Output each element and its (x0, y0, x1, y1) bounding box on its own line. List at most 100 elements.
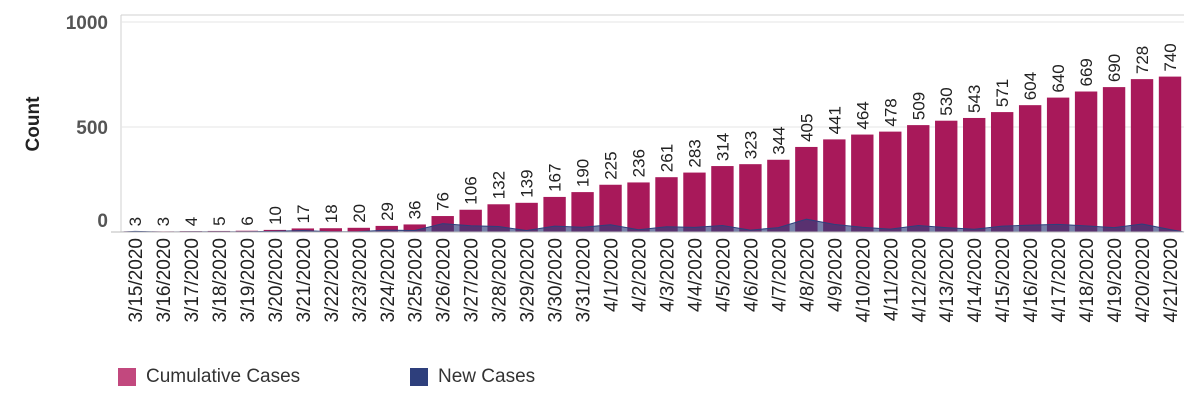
x-tick-label: 3/26/2020 (434, 238, 455, 323)
legend-label-cumulative: Cumulative Cases (146, 366, 301, 387)
data-label-cumulative: 690 (1105, 54, 1124, 82)
data-label-cumulative: 225 (602, 151, 621, 179)
x-tick-label: 4/17/2020 (1049, 238, 1070, 323)
data-label-cumulative: 3 (154, 217, 173, 226)
bar-cumulative-cases (543, 196, 566, 232)
x-tick-label: 4/4/2020 (686, 238, 707, 312)
bar-cumulative-cases (711, 166, 734, 232)
data-label-cumulative: 314 (713, 133, 732, 161)
data-label-cumulative: 464 (853, 101, 872, 129)
bar-cumulative-cases (1046, 97, 1070, 232)
x-tick-label: 4/15/2020 (993, 238, 1014, 323)
data-label-cumulative: 543 (965, 85, 984, 113)
x-tick-label: 3/17/2020 (182, 238, 203, 323)
bar-cumulative-cases (907, 125, 930, 232)
data-label-cumulative: 740 (1161, 43, 1180, 71)
x-tick-label: 3/22/2020 (322, 238, 343, 323)
bar-cumulative-cases (935, 120, 958, 232)
data-label-cumulative: 441 (825, 106, 844, 134)
data-label-cumulative: 139 (518, 169, 537, 197)
x-tick-label: 3/27/2020 (462, 238, 483, 323)
legend-new-cases[interactable]: New Cases (410, 366, 535, 388)
x-tick-label: 4/5/2020 (713, 238, 734, 312)
x-tick-label: 4/1/2020 (602, 238, 623, 312)
y-tick-label: 1000 (66, 13, 108, 34)
data-label-cumulative: 6 (238, 216, 257, 225)
x-tick-label: 4/10/2020 (853, 238, 874, 323)
bar-cumulative-cases (963, 117, 986, 232)
x-tick-label: 3/20/2020 (266, 238, 287, 323)
x-tick-label: 4/3/2020 (658, 238, 679, 312)
x-tick-label: 3/30/2020 (546, 238, 567, 323)
x-tick-label: 4/14/2020 (965, 238, 986, 323)
data-label-cumulative: 669 (1077, 58, 1096, 86)
legend-cumulative-cases[interactable]: Cumulative Cases (118, 366, 300, 388)
x-tick-label: 4/21/2020 (1161, 238, 1182, 323)
data-label-cumulative: 405 (797, 114, 816, 142)
x-tick-label: 3/25/2020 (406, 238, 427, 323)
bar-cumulative-cases (599, 184, 622, 232)
x-tick-label: 4/20/2020 (1133, 238, 1154, 323)
x-tick-label: 4/13/2020 (937, 238, 958, 323)
legend-swatch-cumulative (118, 368, 136, 386)
x-tick-label: 3/31/2020 (574, 238, 595, 323)
data-label-cumulative: 167 (546, 164, 565, 192)
data-label-cumulative: 478 (881, 98, 900, 126)
data-label-cumulative: 17 (294, 204, 313, 223)
data-label-cumulative: 5 (210, 216, 229, 225)
data-label-cumulative: 261 (658, 144, 677, 172)
x-tick-label: 4/8/2020 (797, 238, 818, 312)
data-label-cumulative: 3 (126, 217, 145, 226)
data-label-cumulative: 604 (1021, 72, 1040, 100)
data-label-cumulative: 236 (630, 149, 649, 177)
bar-cumulative-cases (1102, 87, 1126, 232)
data-label-cumulative: 728 (1133, 46, 1152, 74)
y-tick-label: 500 (76, 118, 108, 139)
bar-cumulative-cases (823, 139, 846, 232)
legend-swatch-new (410, 368, 428, 386)
bar-cumulative-cases (515, 202, 538, 232)
data-label-cumulative: 36 (406, 200, 425, 219)
bar-cumulative-cases (1074, 91, 1098, 232)
data-label-cumulative: 283 (686, 139, 705, 167)
data-label-cumulative: 106 (462, 176, 481, 204)
x-tick-label: 4/16/2020 (1021, 238, 1042, 323)
bar-cumulative-cases (879, 131, 902, 232)
bar-cumulative-cases (403, 224, 426, 232)
data-label-cumulative: 344 (769, 126, 788, 154)
data-label-cumulative: 18 (322, 204, 341, 223)
x-tick-label: 3/21/2020 (294, 238, 315, 323)
area-new-cases (120, 218, 1185, 233)
x-tick-label: 4/11/2020 (881, 238, 902, 321)
bar-cumulative-cases (739, 164, 762, 232)
bar-cumulative-cases (767, 159, 790, 232)
x-tick-label: 3/24/2020 (378, 238, 399, 323)
bar-cumulative-cases (571, 192, 594, 232)
x-tick-label: 4/6/2020 (741, 238, 762, 312)
x-tick-label: 4/7/2020 (769, 238, 790, 312)
bar-cumulative-cases (487, 204, 510, 232)
y-tick-label: 0 (97, 211, 108, 232)
data-label-cumulative: 4 (182, 217, 201, 226)
data-label-cumulative: 190 (574, 159, 593, 187)
data-label-cumulative: 10 (266, 206, 285, 225)
bar-cumulative-cases (627, 182, 650, 232)
data-label-cumulative: 76 (434, 192, 453, 211)
x-tick-label: 4/19/2020 (1105, 238, 1126, 323)
x-tick-label: 3/15/2020 (126, 238, 147, 323)
bar-cumulative-cases (990, 112, 1014, 232)
data-label-cumulative: 509 (909, 92, 928, 120)
x-tick-label: 3/18/2020 (210, 238, 231, 323)
x-tick-label: 4/18/2020 (1077, 238, 1098, 323)
x-tick-label: 4/9/2020 (825, 238, 846, 312)
bar-cumulative-cases (1130, 79, 1154, 233)
data-label-cumulative: 29 (378, 202, 397, 221)
x-tick-label: 4/2/2020 (630, 238, 651, 312)
x-tick-label: 3/29/2020 (518, 238, 539, 323)
legend-label-new: New Cases (438, 366, 536, 387)
x-tick-label: 3/19/2020 (238, 238, 259, 323)
data-label-cumulative: 571 (993, 79, 1012, 107)
bar-cumulative-cases (851, 134, 874, 232)
bar-cumulative-cases (1158, 76, 1182, 232)
